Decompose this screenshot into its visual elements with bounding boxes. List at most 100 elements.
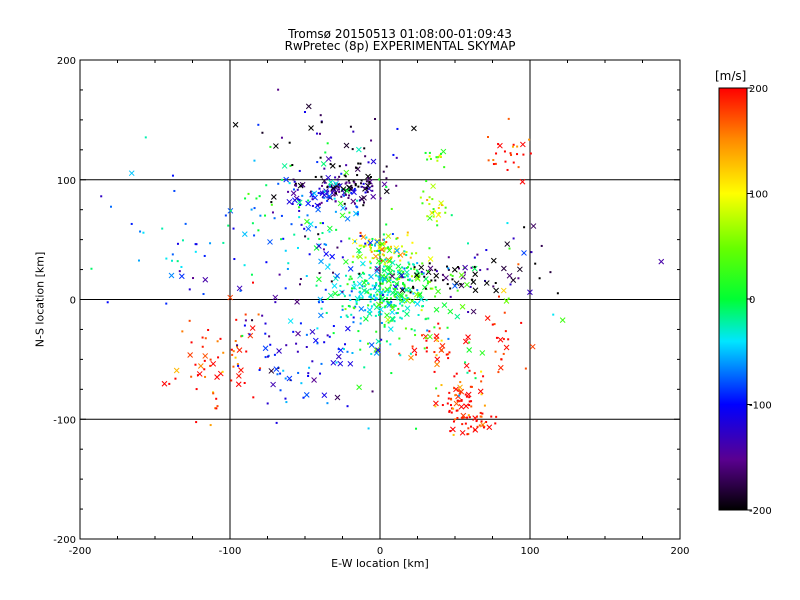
data-point	[486, 135, 489, 138]
data-point	[389, 343, 392, 346]
x-tick-label: 0	[377, 546, 383, 557]
data-point	[332, 271, 335, 274]
data-point-x	[327, 225, 333, 232]
data-point	[244, 197, 247, 200]
data-point	[444, 211, 447, 214]
data-point	[382, 170, 385, 173]
data-point	[328, 263, 331, 266]
data-point	[318, 187, 321, 190]
data-point	[393, 304, 396, 307]
data-point-x	[458, 272, 465, 278]
data-point	[369, 293, 372, 296]
data-point	[410, 252, 413, 255]
data-point-x	[358, 196, 365, 202]
data-point	[455, 372, 458, 375]
data-point	[509, 283, 512, 286]
data-point	[387, 301, 390, 304]
data-point	[357, 162, 360, 165]
data-point	[241, 334, 244, 337]
data-point	[492, 285, 495, 288]
data-point-x	[503, 344, 510, 351]
data-point	[363, 147, 366, 150]
data-point	[371, 189, 374, 192]
data-point	[201, 336, 204, 339]
y-tick-label: -100	[53, 415, 76, 426]
data-point	[351, 351, 354, 354]
data-point	[207, 328, 210, 331]
data-point	[428, 281, 431, 284]
colorbar-tick-label: 0	[749, 295, 755, 306]
data-point	[251, 319, 254, 322]
data-point	[364, 155, 367, 158]
data-point	[261, 131, 264, 134]
data-point	[382, 288, 385, 291]
data-point	[334, 176, 337, 179]
colorbar-tick-label: 200	[749, 84, 768, 95]
data-point	[203, 254, 206, 257]
data-point	[383, 290, 386, 293]
data-point-x	[290, 190, 297, 197]
data-point	[358, 251, 361, 254]
data-point	[294, 182, 297, 185]
data-point	[362, 204, 365, 207]
data-point-x	[408, 354, 414, 361]
data-point	[139, 230, 142, 233]
data-point	[279, 372, 282, 375]
data-point	[453, 375, 456, 378]
data-point	[170, 259, 173, 262]
data-point	[367, 161, 370, 164]
data-point	[389, 297, 392, 300]
data-point	[235, 318, 238, 321]
data-point	[487, 159, 490, 162]
data-point	[284, 377, 287, 380]
data-point	[432, 208, 435, 211]
data-point	[307, 199, 310, 202]
data-point	[530, 251, 533, 254]
data-point	[234, 356, 237, 359]
data-point	[413, 268, 416, 271]
data-point	[456, 389, 459, 392]
data-point	[349, 299, 352, 302]
data-point	[279, 389, 282, 392]
data-point	[390, 207, 393, 210]
data-point-x	[358, 306, 365, 312]
data-point	[379, 197, 382, 200]
data-point	[428, 196, 431, 199]
data-point-x	[323, 251, 330, 257]
data-point	[326, 142, 329, 145]
data-point-x	[316, 276, 322, 283]
data-point-x	[214, 374, 220, 380]
data-point	[416, 262, 419, 265]
data-point	[447, 357, 450, 360]
data-point	[345, 314, 348, 317]
data-point-x	[272, 294, 279, 301]
data-point	[470, 405, 473, 408]
data-point	[373, 250, 376, 253]
data-point	[504, 330, 507, 333]
data-point	[456, 399, 459, 402]
data-point	[524, 367, 527, 370]
data-point	[365, 236, 368, 239]
data-point-x	[377, 306, 384, 313]
data-point	[387, 321, 390, 324]
data-points	[90, 88, 665, 436]
data-point-x	[493, 287, 499, 294]
data-point	[447, 397, 450, 400]
data-point	[232, 350, 235, 353]
data-point	[429, 287, 432, 290]
data-point	[494, 350, 497, 353]
data-point	[494, 281, 497, 284]
data-point	[442, 279, 445, 282]
data-point	[497, 295, 500, 298]
data-point	[370, 305, 373, 308]
data-point	[402, 283, 405, 286]
data-point	[446, 283, 449, 286]
data-point	[319, 222, 322, 225]
data-point	[290, 223, 293, 226]
data-point-x	[161, 380, 168, 387]
data-point	[471, 278, 474, 281]
data-point	[350, 186, 353, 189]
data-point	[466, 416, 469, 419]
data-point	[274, 301, 277, 304]
